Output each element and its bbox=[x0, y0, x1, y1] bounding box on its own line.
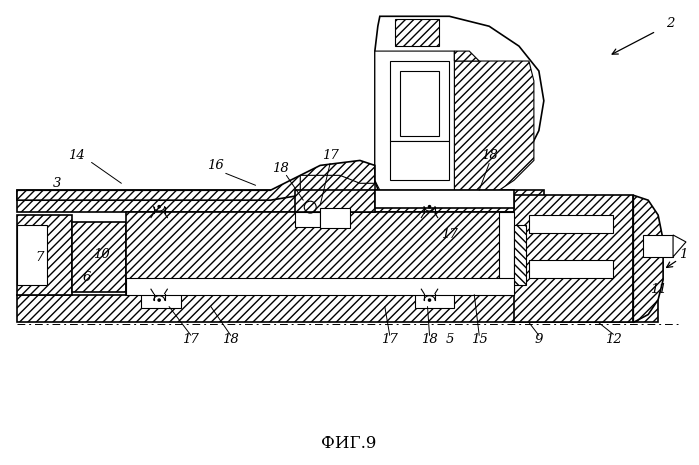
Circle shape bbox=[158, 299, 160, 301]
Text: 9: 9 bbox=[535, 333, 543, 346]
Bar bbox=[127, 278, 514, 295]
Polygon shape bbox=[395, 19, 440, 46]
Bar bbox=[127, 212, 514, 295]
Bar bbox=[72, 222, 127, 292]
Polygon shape bbox=[454, 61, 534, 190]
Text: 17: 17 bbox=[182, 333, 199, 346]
Bar bbox=[390, 140, 449, 180]
Bar bbox=[390, 61, 449, 140]
Polygon shape bbox=[633, 195, 663, 322]
Bar bbox=[514, 225, 526, 285]
Text: 14: 14 bbox=[69, 149, 85, 162]
Text: 11: 11 bbox=[650, 283, 667, 296]
Text: 18: 18 bbox=[222, 333, 239, 346]
Bar bbox=[529, 215, 614, 233]
Polygon shape bbox=[301, 175, 375, 192]
Circle shape bbox=[428, 299, 431, 301]
Text: ФИГ.9: ФИГ.9 bbox=[322, 435, 377, 452]
Text: 18: 18 bbox=[272, 162, 289, 175]
Text: 17: 17 bbox=[382, 333, 398, 346]
Bar bbox=[17, 225, 47, 285]
Polygon shape bbox=[673, 235, 686, 257]
Text: 7: 7 bbox=[36, 252, 44, 264]
Bar bbox=[17, 215, 72, 295]
Text: 10: 10 bbox=[93, 248, 110, 261]
Bar bbox=[17, 295, 658, 322]
Bar bbox=[529, 260, 614, 278]
Polygon shape bbox=[375, 16, 544, 195]
Bar bbox=[320, 208, 350, 228]
Text: 6: 6 bbox=[82, 271, 91, 284]
Text: 1: 1 bbox=[679, 248, 687, 261]
Text: 17: 17 bbox=[441, 228, 458, 241]
Bar bbox=[499, 212, 514, 295]
Bar bbox=[141, 290, 181, 307]
Polygon shape bbox=[17, 160, 375, 200]
Text: 17: 17 bbox=[322, 149, 338, 162]
Text: 18: 18 bbox=[481, 149, 498, 162]
Bar bbox=[415, 290, 454, 307]
Bar bbox=[295, 190, 375, 212]
Bar bbox=[643, 235, 673, 257]
Bar bbox=[400, 71, 440, 136]
Text: 5: 5 bbox=[445, 333, 454, 346]
Text: 18: 18 bbox=[421, 333, 438, 346]
Text: 2: 2 bbox=[666, 17, 675, 30]
Circle shape bbox=[158, 206, 160, 208]
Text: 16: 16 bbox=[208, 159, 224, 172]
Circle shape bbox=[428, 206, 431, 208]
Text: 3: 3 bbox=[52, 177, 61, 190]
Bar bbox=[514, 195, 633, 322]
Text: 12: 12 bbox=[605, 333, 622, 346]
Bar bbox=[295, 212, 320, 227]
Polygon shape bbox=[454, 51, 480, 61]
Bar bbox=[17, 190, 544, 212]
Text: 15: 15 bbox=[471, 333, 488, 346]
Polygon shape bbox=[375, 51, 454, 190]
Bar bbox=[375, 190, 514, 208]
